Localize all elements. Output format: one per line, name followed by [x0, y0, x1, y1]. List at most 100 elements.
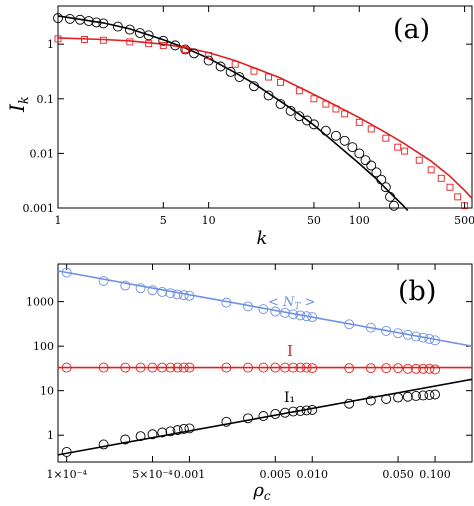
data-point: [418, 390, 429, 401]
data-point: [322, 100, 330, 108]
data-point: [165, 362, 176, 373]
data-point: [53, 13, 63, 24]
data-point: [381, 394, 392, 404]
data-point: [307, 312, 318, 323]
data-point: [135, 431, 146, 442]
data-point: [120, 280, 131, 291]
panel-b-label: (b): [398, 276, 436, 307]
data-point: [402, 391, 413, 402]
data-point: [354, 148, 365, 159]
data-point: [280, 407, 290, 418]
data-point: [263, 90, 274, 101]
x-tick-label: 1×10⁻⁴: [46, 468, 87, 481]
data-point: [280, 362, 290, 373]
data-point: [147, 285, 158, 296]
data-point: [376, 174, 387, 185]
panel-a-y-axis-label: Ik: [5, 96, 32, 113]
data-point: [143, 30, 154, 41]
data-point: [430, 335, 440, 346]
data-point: [145, 40, 153, 48]
data-point: [402, 329, 413, 340]
x-tick-label: 10: [202, 214, 216, 227]
data-point: [393, 392, 404, 403]
panel-b-x-axis-label: ρc: [252, 480, 271, 503]
data-point: [215, 61, 226, 72]
data-point: [250, 67, 258, 75]
panel-b-x-axis-label-main: ρ: [252, 480, 264, 501]
data-point: [64, 13, 75, 24]
data-point: [411, 363, 421, 374]
data-point: [184, 423, 195, 434]
data-point: [381, 325, 392, 336]
data-point: [165, 288, 176, 299]
data-point: [178, 424, 189, 434]
data-point: [366, 160, 377, 171]
x-tick-label: 0.010: [296, 468, 328, 481]
data-point: [61, 447, 72, 457]
data-point: [393, 363, 404, 374]
data-point: [258, 304, 269, 315]
x-tick-label: 1: [55, 214, 62, 227]
data-point: [381, 363, 392, 374]
x-tick-label: 5×10⁻⁴: [132, 468, 173, 481]
data-point: [295, 87, 303, 95]
data-point: [461, 202, 469, 210]
data-point: [184, 362, 195, 373]
panel-b: 1×10⁻⁴ 5×10⁻⁴ 0.001 0.005 0.010 0.050 0.100 1 10…: [26, 263, 473, 503]
x-tick-label: 50: [307, 214, 321, 227]
data-point: [310, 95, 318, 103]
x-tick-label: 0.005: [260, 468, 292, 481]
data-point: [402, 363, 413, 374]
data-point: [411, 331, 421, 342]
data-point: [331, 130, 341, 141]
data-point: [159, 41, 167, 49]
data-point: [126, 38, 134, 46]
data-point: [243, 413, 253, 424]
fit-line-series-1: [57, 37, 473, 199]
x-tick-label: 0.001: [174, 468, 206, 481]
panel-b-x-axis-label-sub: c: [264, 489, 271, 503]
data-point: [332, 105, 340, 113]
data-point: [157, 286, 168, 297]
data-point: [365, 363, 376, 374]
panel-a-x-axis-label: k: [257, 228, 268, 249]
y-tick-label: 100: [33, 340, 54, 353]
series-label-nt: < NT >: [268, 295, 315, 312]
data-point: [98, 276, 109, 286]
data-point: [301, 405, 312, 416]
data-point: [411, 391, 421, 401]
data-point: [178, 362, 189, 373]
data-point: [165, 426, 176, 437]
data-point: [91, 17, 102, 28]
data-point: [285, 105, 296, 116]
data-point: [320, 125, 331, 136]
data-point: [147, 362, 158, 373]
data-point: [365, 395, 376, 406]
data-point: [135, 283, 146, 294]
x-tick-label: 0.100: [419, 468, 451, 481]
data-point: [158, 35, 169, 46]
data-point: [172, 425, 183, 436]
data-point: [344, 398, 355, 409]
data-point: [295, 310, 306, 321]
fit-line-series-2: [57, 378, 473, 456]
data-point: [172, 289, 183, 300]
data-point: [427, 166, 435, 174]
panel-a-y-axis-label-main: I: [5, 103, 29, 113]
data-point: [301, 311, 312, 322]
panel-a: 1 5 10 50 100 500 0.001 0.01 0.1 1 (a) Ik k: [5, 5, 474, 249]
data-point: [295, 406, 306, 416]
data-point: [270, 409, 281, 419]
data-point: [270, 362, 281, 373]
data-point: [61, 267, 72, 278]
data-point: [401, 147, 409, 155]
data-point: [83, 16, 94, 27]
data-point: [277, 78, 284, 86]
data-point: [98, 439, 109, 450]
data-point: [189, 48, 199, 59]
data-point: [308, 119, 319, 130]
data-point: [221, 416, 232, 427]
panel-a-label: (a): [393, 14, 430, 45]
panel-b-ticks: 1×10⁻⁴ 5×10⁻⁴ 0.001 0.005 0.010 0.050 0.100 1 10…: [26, 264, 472, 481]
x-tick-label: 0.050: [382, 468, 414, 481]
